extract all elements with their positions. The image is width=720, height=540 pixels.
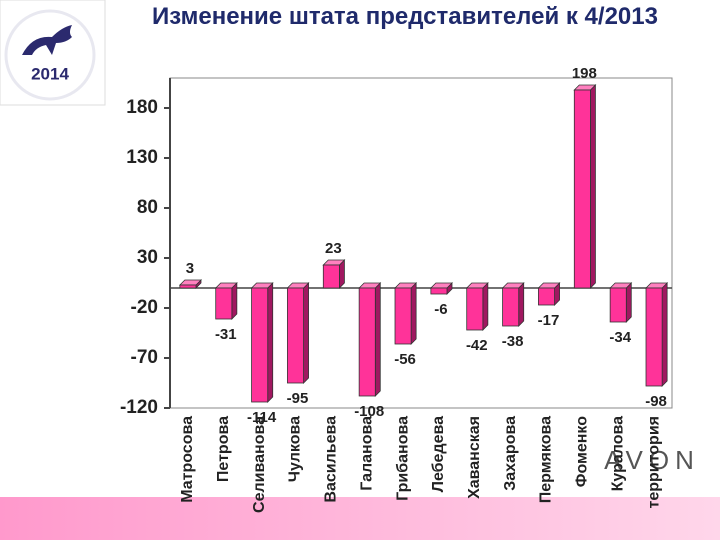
bar-side — [518, 282, 525, 327]
value-label: -114 — [247, 409, 277, 426]
bar — [358, 287, 376, 397]
bar-side — [590, 84, 596, 289]
bar — [322, 264, 340, 289]
x-tick-label: Селиванова — [251, 416, 268, 513]
value-label: -34 — [609, 329, 631, 346]
x-tick-label: Грибанова — [394, 416, 411, 501]
x-tick-label: Фоменко — [574, 416, 591, 487]
value-label: -108 — [354, 403, 384, 420]
bar — [251, 287, 269, 403]
value-label: 198 — [572, 65, 597, 82]
y-tick-label: 30 — [137, 247, 158, 268]
bar — [430, 287, 448, 295]
bar — [573, 89, 591, 289]
value-label: -95 — [287, 390, 309, 407]
bar — [394, 287, 412, 345]
bar — [179, 284, 197, 289]
bar — [215, 287, 233, 320]
value-label: -17 — [538, 312, 560, 329]
x-tick-label: Лебедева — [430, 416, 447, 492]
chart-title: Изменение штата представителей к 4/2013 — [152, 3, 658, 30]
value-label: -98 — [645, 393, 667, 410]
x-tick-label: Захарова — [502, 416, 519, 491]
y-tick-label: 130 — [126, 147, 158, 168]
x-tick-label: Куралова — [609, 416, 626, 491]
footer-stripe — [0, 497, 720, 540]
value-label: -56 — [394, 351, 416, 368]
bar-side — [661, 282, 668, 387]
bar-side — [410, 282, 417, 345]
x-tick-label: Петрова — [215, 416, 232, 482]
value-label: 23 — [325, 240, 342, 257]
value-label: 3 — [186, 260, 194, 277]
bar — [609, 287, 627, 323]
bar-side — [625, 282, 632, 323]
bar-side — [482, 282, 489, 331]
y-tick-label: -70 — [131, 347, 158, 368]
y-tick-label: -20 — [131, 297, 158, 318]
bar — [466, 287, 484, 331]
bar — [287, 287, 304, 384]
value-label: -38 — [502, 333, 524, 350]
brand: AVON — [604, 445, 700, 475]
x-tick-label: территория — [645, 416, 662, 508]
value-label: -42 — [466, 337, 488, 354]
x-tick-label: Чулкова — [287, 416, 304, 482]
logo-horse — [22, 25, 72, 55]
bar-side — [303, 282, 309, 384]
x-tick-label: Матросова — [179, 416, 196, 503]
y-tick-label: 80 — [137, 197, 158, 218]
bar — [645, 287, 663, 387]
x-tick-label: Галанова — [358, 416, 375, 491]
bar — [502, 287, 520, 327]
bar — [538, 287, 555, 306]
logo-text: 2014 — [31, 64, 69, 83]
bar-side — [374, 282, 381, 397]
title-box: Изменение штата представителей к 4/2013 — [152, 3, 658, 30]
x-tick-label: Васильева — [323, 416, 340, 503]
bar-side — [231, 282, 238, 320]
x-tick-label: Хаванская — [466, 416, 483, 499]
plot-area — [169, 77, 673, 409]
x-tick-label: Пермякова — [538, 416, 555, 503]
value-label: -6 — [434, 301, 447, 318]
logo-circle — [4, 9, 96, 101]
y-tick-label: 180 — [126, 97, 158, 118]
bar-side — [267, 282, 274, 403]
y-tick-label: -120 — [120, 397, 158, 418]
value-label: -31 — [215, 326, 237, 343]
